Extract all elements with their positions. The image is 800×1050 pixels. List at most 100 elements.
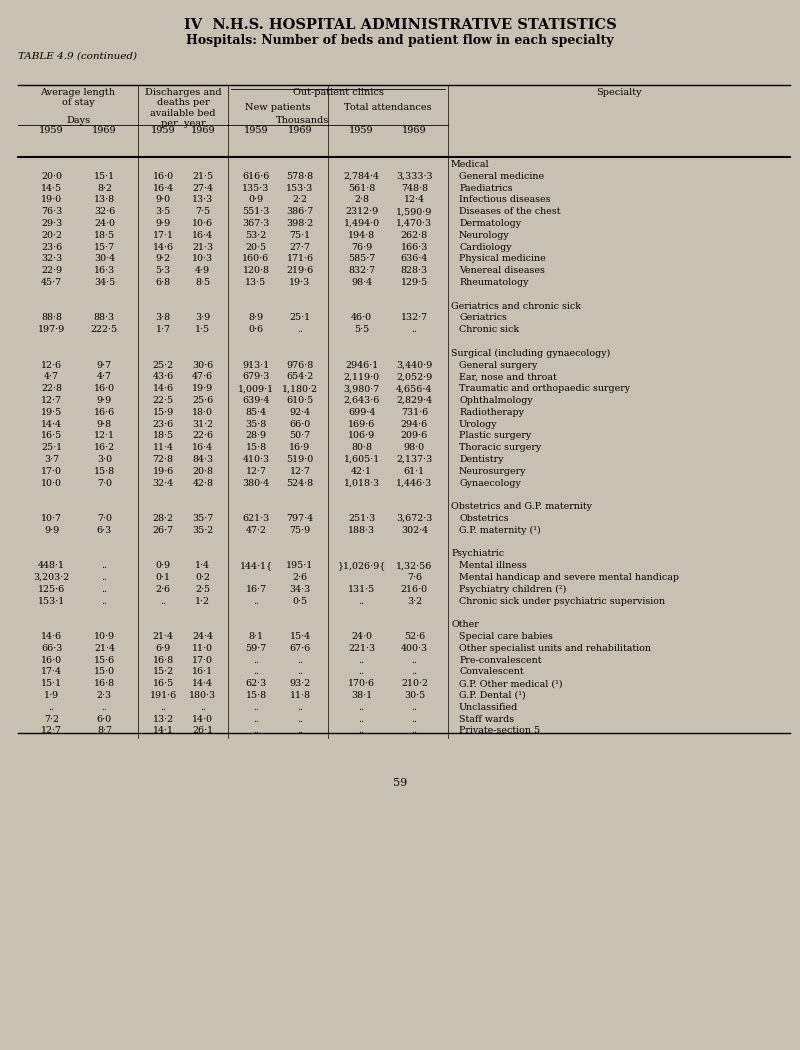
Text: Private-section 5: Private-section 5 bbox=[459, 727, 540, 735]
Text: 976·8: 976·8 bbox=[286, 360, 314, 370]
Text: 13·5: 13·5 bbox=[246, 278, 266, 287]
Text: 16·4: 16·4 bbox=[192, 231, 214, 239]
Text: 17·0: 17·0 bbox=[192, 655, 214, 665]
Text: 43·6: 43·6 bbox=[153, 373, 174, 381]
Text: 16·8: 16·8 bbox=[153, 655, 174, 665]
Text: 294·6: 294·6 bbox=[401, 420, 428, 428]
Text: 3,672·3: 3,672·3 bbox=[396, 514, 433, 523]
Text: Thoracic surgery: Thoracic surgery bbox=[459, 443, 542, 453]
Text: Infectious diseases: Infectious diseases bbox=[459, 195, 550, 205]
Text: 98·0: 98·0 bbox=[404, 443, 425, 453]
Text: Cardiology: Cardiology bbox=[459, 243, 512, 252]
Text: 22·8: 22·8 bbox=[41, 384, 62, 393]
Text: 0·9: 0·9 bbox=[156, 561, 170, 570]
Text: 18·0: 18·0 bbox=[192, 407, 214, 417]
Text: 47·2: 47·2 bbox=[246, 526, 266, 534]
Text: 639·4: 639·4 bbox=[242, 396, 270, 405]
Text: 16·1: 16·1 bbox=[192, 668, 214, 676]
Text: 19·0: 19·0 bbox=[41, 195, 62, 205]
Text: 26·7: 26·7 bbox=[153, 526, 174, 534]
Text: 129·5: 129·5 bbox=[401, 278, 428, 287]
Text: 93·2: 93·2 bbox=[290, 679, 310, 688]
Text: 15·0: 15·0 bbox=[94, 668, 115, 676]
Text: 30·6: 30·6 bbox=[192, 360, 214, 370]
Text: ..: .. bbox=[411, 326, 418, 334]
Text: Out-patient clinics: Out-patient clinics bbox=[293, 88, 383, 97]
Text: 16·0: 16·0 bbox=[153, 172, 174, 181]
Text: 551·3: 551·3 bbox=[242, 207, 270, 216]
Text: 12·7: 12·7 bbox=[41, 727, 62, 735]
Text: 4·9: 4·9 bbox=[195, 267, 210, 275]
Text: 19·9: 19·9 bbox=[192, 384, 214, 393]
Text: 400·3: 400·3 bbox=[401, 644, 428, 653]
Text: 10·6: 10·6 bbox=[192, 219, 214, 228]
Text: 2312·9: 2312·9 bbox=[345, 207, 378, 216]
Text: 3,203·2: 3,203·2 bbox=[34, 573, 70, 582]
Text: 32·4: 32·4 bbox=[153, 479, 174, 487]
Text: 76·3: 76·3 bbox=[41, 207, 62, 216]
Text: ..: .. bbox=[253, 702, 259, 712]
Text: ..: .. bbox=[102, 561, 107, 570]
Text: 1,470·3: 1,470·3 bbox=[396, 219, 433, 228]
Text: 15·9: 15·9 bbox=[153, 407, 174, 417]
Text: 88·8: 88·8 bbox=[41, 313, 62, 322]
Text: 23·6: 23·6 bbox=[153, 420, 174, 428]
Text: 9·7: 9·7 bbox=[97, 360, 112, 370]
Text: 67·6: 67·6 bbox=[290, 644, 310, 653]
Text: Mental handicap and severe mental handicap: Mental handicap and severe mental handic… bbox=[459, 573, 679, 582]
Text: 106·9: 106·9 bbox=[348, 432, 375, 440]
Text: 1,590·9: 1,590·9 bbox=[396, 207, 433, 216]
Text: ..: .. bbox=[253, 668, 259, 676]
Text: ..: .. bbox=[411, 655, 418, 665]
Text: 14·5: 14·5 bbox=[41, 184, 62, 192]
Text: 19·6: 19·6 bbox=[153, 467, 174, 476]
Text: 1·9: 1·9 bbox=[44, 691, 59, 700]
Text: 12·1: 12·1 bbox=[94, 432, 115, 440]
Text: 6·8: 6·8 bbox=[156, 278, 170, 287]
Text: 16·3: 16·3 bbox=[94, 267, 115, 275]
Text: 98·4: 98·4 bbox=[351, 278, 372, 287]
Text: 2,784·4: 2,784·4 bbox=[344, 172, 380, 181]
Text: 9·9: 9·9 bbox=[44, 526, 59, 534]
Text: 35·8: 35·8 bbox=[246, 420, 266, 428]
Text: Special care babies: Special care babies bbox=[459, 632, 553, 640]
Text: 16·4: 16·4 bbox=[153, 184, 174, 192]
Text: 15·7: 15·7 bbox=[94, 243, 115, 252]
Text: 262·8: 262·8 bbox=[401, 231, 428, 239]
Text: Neurosurgery: Neurosurgery bbox=[459, 467, 526, 476]
Text: 9·0: 9·0 bbox=[156, 195, 170, 205]
Text: 28·2: 28·2 bbox=[153, 514, 174, 523]
Text: 27·7: 27·7 bbox=[290, 243, 310, 252]
Text: 410·3: 410·3 bbox=[242, 455, 270, 464]
Text: 828·3: 828·3 bbox=[401, 267, 428, 275]
Text: 25·2: 25·2 bbox=[153, 360, 174, 370]
Text: 10·3: 10·3 bbox=[192, 254, 214, 264]
Text: 636·4: 636·4 bbox=[401, 254, 428, 264]
Text: ..: .. bbox=[411, 702, 418, 712]
Text: 731·6: 731·6 bbox=[401, 407, 428, 417]
Text: Diseases of the chest: Diseases of the chest bbox=[459, 207, 561, 216]
Text: 85·4: 85·4 bbox=[246, 407, 266, 417]
Text: 14·6: 14·6 bbox=[41, 632, 62, 640]
Text: 26·1: 26·1 bbox=[192, 727, 214, 735]
Text: 42·8: 42·8 bbox=[192, 479, 214, 487]
Text: Paediatrics: Paediatrics bbox=[459, 184, 513, 192]
Text: 832·7: 832·7 bbox=[348, 267, 375, 275]
Text: 11·4: 11·4 bbox=[153, 443, 174, 453]
Text: 2,643·6: 2,643·6 bbox=[343, 396, 380, 405]
Text: 47·6: 47·6 bbox=[192, 373, 214, 381]
Text: 92·4: 92·4 bbox=[290, 407, 310, 417]
Text: 17·4: 17·4 bbox=[41, 668, 62, 676]
Text: 216·0: 216·0 bbox=[401, 585, 428, 594]
Text: Average length
of stay: Average length of stay bbox=[41, 88, 115, 107]
Text: 16·8: 16·8 bbox=[94, 679, 115, 688]
Text: 1959: 1959 bbox=[39, 126, 64, 135]
Text: 25·1: 25·1 bbox=[290, 313, 310, 322]
Text: Surgical (including gynaecology): Surgical (including gynaecology) bbox=[451, 349, 610, 358]
Text: 197·9: 197·9 bbox=[38, 326, 66, 334]
Text: 12·7: 12·7 bbox=[290, 467, 310, 476]
Text: 0·9: 0·9 bbox=[249, 195, 263, 205]
Text: ..: .. bbox=[358, 596, 365, 606]
Text: 15·8: 15·8 bbox=[246, 443, 266, 453]
Text: General surgery: General surgery bbox=[459, 360, 538, 370]
